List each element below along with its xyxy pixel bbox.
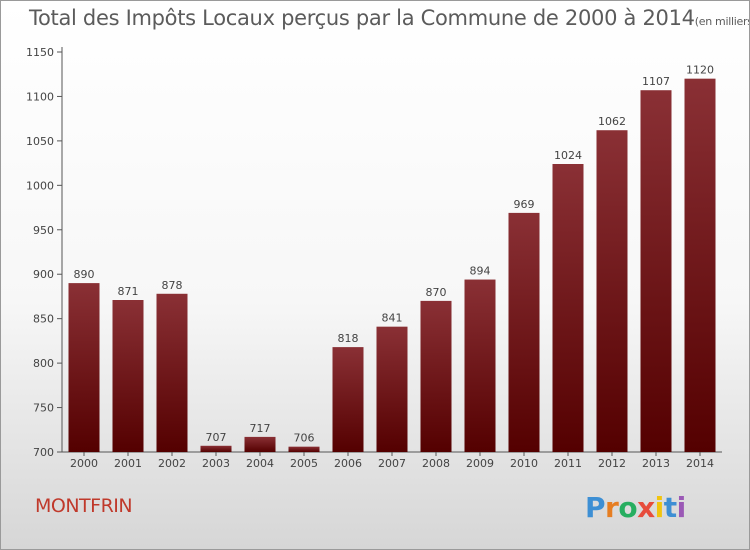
- bar: [332, 347, 364, 452]
- y-tick-label: 950: [33, 224, 54, 237]
- y-tick-label: 900: [33, 268, 54, 281]
- y-tick-label: 800: [33, 357, 54, 370]
- y-tick-label: 1150: [26, 46, 54, 59]
- brand-letter: t: [663, 491, 677, 524]
- x-tick-label: 2006: [334, 457, 362, 470]
- commune-name: MONTFRIN: [35, 495, 133, 517]
- bar-value-label: 969: [514, 198, 535, 211]
- bar: [640, 90, 672, 452]
- chart-title-unit: (en milliers d'€): [694, 15, 750, 28]
- bar: [200, 445, 232, 452]
- bar: [68, 283, 100, 452]
- bar-value-label: 1024: [554, 149, 582, 162]
- bar: [112, 300, 144, 452]
- bar: [684, 78, 716, 453]
- bar: [552, 164, 584, 452]
- bar: [508, 212, 540, 452]
- x-tick-label: 2012: [598, 457, 626, 470]
- x-tick-label: 2003: [202, 457, 230, 470]
- bar: [420, 300, 452, 452]
- y-tick-label: 750: [33, 402, 54, 415]
- brand-letter: x: [637, 491, 655, 524]
- bar-value-label: 878: [162, 279, 183, 292]
- bar-value-label: 706: [294, 432, 315, 445]
- bar: [244, 436, 276, 452]
- chart-title: Total des Impôts Locaux perçus par la Co…: [29, 6, 750, 30]
- x-tick-label: 2008: [422, 457, 450, 470]
- brand-letter: i: [676, 491, 687, 524]
- bar-value-label: 890: [74, 268, 95, 281]
- x-tick-label: 2010: [510, 457, 538, 470]
- brand-letter: r: [605, 491, 619, 524]
- y-tick-label: 700: [33, 446, 54, 459]
- x-tick-label: 2014: [686, 457, 714, 470]
- x-tick-label: 2013: [642, 457, 670, 470]
- y-tick-label: 1050: [26, 135, 54, 148]
- y-tick-label: 1000: [26, 179, 54, 192]
- x-tick-label: 2011: [554, 457, 582, 470]
- bar: [596, 130, 628, 452]
- bar-value-label: 894: [470, 265, 491, 278]
- brand-letter: i: [654, 491, 665, 524]
- bar-value-label: 841: [382, 312, 403, 325]
- bar: [464, 279, 496, 452]
- x-tick-label: 2007: [378, 457, 406, 470]
- x-tick-label: 2001: [114, 457, 142, 470]
- x-tick-label: 2005: [290, 457, 318, 470]
- bar-value-label: 1107: [642, 75, 670, 88]
- x-tick-label: 2002: [158, 457, 186, 470]
- chart-title-text: Total des Impôts Locaux perçus par la Co…: [29, 6, 695, 30]
- y-tick-label: 850: [33, 313, 54, 326]
- bar: [376, 326, 408, 452]
- bar-value-label: 717: [250, 422, 271, 435]
- y-tick-label: 1100: [26, 90, 54, 103]
- brand-letter: P: [585, 491, 606, 524]
- bar-value-label: 870: [426, 286, 447, 299]
- bar-value-label: 707: [206, 431, 227, 444]
- bar-value-label: 1062: [598, 115, 626, 128]
- brand-letter: o: [618, 491, 638, 524]
- x-tick-label: 2004: [246, 457, 274, 470]
- bar-value-label: 871: [118, 285, 139, 298]
- proxiti-logo[interactable]: Proxiti: [585, 491, 686, 524]
- bar: [156, 293, 188, 452]
- bar: [288, 446, 320, 452]
- bar-value-label: 1120: [686, 64, 714, 77]
- x-tick-label: 2000: [70, 457, 98, 470]
- bar-value-label: 818: [338, 332, 359, 345]
- x-tick-label: 2009: [466, 457, 494, 470]
